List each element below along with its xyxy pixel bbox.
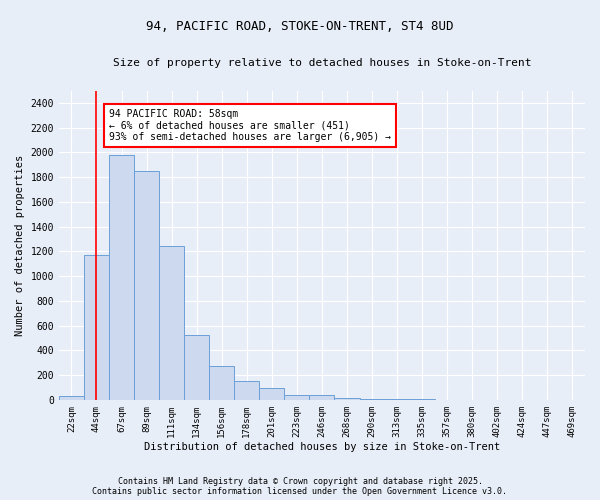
Bar [310,395,334,400]
Bar [385,399,410,400]
Bar [134,171,159,400]
Bar [259,388,284,400]
Text: Contains public sector information licensed under the Open Government Licence v3: Contains public sector information licen… [92,487,508,496]
Bar [334,398,359,400]
Bar [184,336,209,400]
Text: 94 PACIFIC ROAD: 58sqm
← 6% of detached houses are smaller (451)
93% of semi-det: 94 PACIFIC ROAD: 58sqm ← 6% of detached … [109,109,391,142]
X-axis label: Distribution of detached houses by size in Stoke-on-Trent: Distribution of detached houses by size … [144,442,500,452]
Bar [159,246,184,400]
Bar [284,395,310,400]
Bar [59,396,84,400]
Title: Size of property relative to detached houses in Stoke-on-Trent: Size of property relative to detached ho… [113,58,531,68]
Bar [109,155,134,400]
Bar [209,366,234,400]
Bar [234,380,259,400]
Y-axis label: Number of detached properties: Number of detached properties [15,154,25,336]
Text: Contains HM Land Registry data © Crown copyright and database right 2025.: Contains HM Land Registry data © Crown c… [118,478,482,486]
Text: 94, PACIFIC ROAD, STOKE-ON-TRENT, ST4 8UD: 94, PACIFIC ROAD, STOKE-ON-TRENT, ST4 8U… [146,20,454,33]
Bar [84,255,109,400]
Bar [359,399,385,400]
